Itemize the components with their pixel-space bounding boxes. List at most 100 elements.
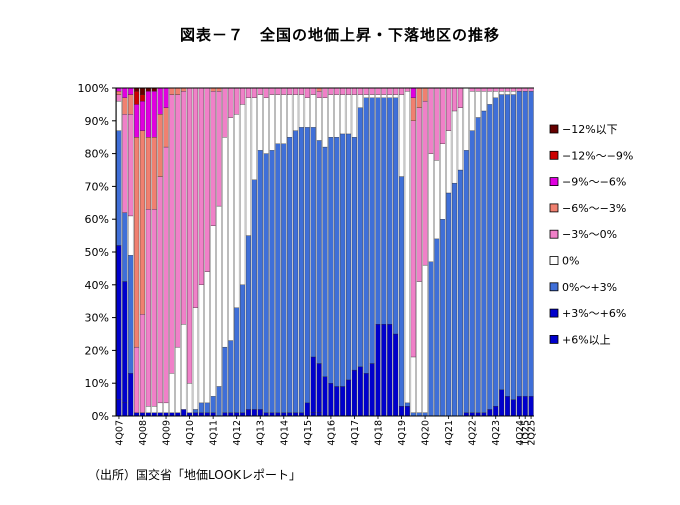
bar-segment-2Q12-s3 xyxy=(222,137,228,348)
bar-segment-3Q10-s1 xyxy=(181,409,187,417)
x-tick-label: 4Q15 xyxy=(303,420,314,446)
bar-segment-4Q18-s1 xyxy=(375,324,381,417)
y-tick-label: 10% xyxy=(85,377,109,390)
bar-segment-3Q08-s7 xyxy=(134,91,140,105)
bar-segment-2Q14-s3 xyxy=(269,94,275,151)
bar-segment-1Q10-s4 xyxy=(169,94,175,374)
bar-segment-1Q16-s4 xyxy=(310,87,316,95)
bar-segment-3Q20-s3 xyxy=(416,281,422,413)
bar-segment-2Q19-s4 xyxy=(387,87,393,95)
bar-segment-2Q16-s1 xyxy=(316,363,322,413)
bar-segment-1Q24-s3 xyxy=(499,91,505,95)
bar-segment-3Q20-s4 xyxy=(416,107,422,282)
bar-segment-2Q25-s1 xyxy=(528,396,534,417)
bar-segment-4Q21-s2 xyxy=(446,192,452,417)
bar-segment-4Q12-s4 xyxy=(234,87,240,115)
bar-segment-1Q25-s2 xyxy=(522,91,528,397)
bar-segment-4Q23-s3 xyxy=(493,91,499,98)
x-tick-label: 4Q19 xyxy=(397,420,408,446)
x-tick-label: 4Q08 xyxy=(138,420,149,446)
bar-segment-1Q14-s2 xyxy=(263,153,269,413)
bar-segment-2Q10-s3 xyxy=(175,346,181,413)
bar-segment-4Q20-s5 xyxy=(422,87,428,102)
bar-segment-4Q07-s1 xyxy=(116,245,122,400)
bar-segment-2Q19-s2 xyxy=(387,97,393,325)
bar-segment-3Q15-s4 xyxy=(298,87,305,95)
y-tick-label: 70% xyxy=(85,180,109,193)
y-tick-label: 50% xyxy=(85,246,109,259)
bar-segment-3Q22-s2 xyxy=(463,150,469,413)
bar-segment-3Q09-s3 xyxy=(157,402,163,413)
bar-segment-3Q18-s2 xyxy=(369,97,375,364)
bar-segment-3Q14-s4 xyxy=(275,87,281,95)
legend-swatch xyxy=(549,229,559,239)
bar-segment-1Q25-s1 xyxy=(522,396,528,417)
bar-segment-1Q19-s2 xyxy=(381,97,387,325)
bar-segment-3Q13-s3 xyxy=(251,97,257,180)
bar-segment-4Q16-s3 xyxy=(328,94,334,138)
bar-segment-4Q19-s2 xyxy=(398,176,405,407)
bar-segment-1Q23-s2 xyxy=(475,117,481,413)
bar-segment-4Q16-s2 xyxy=(328,137,334,384)
x-tick-label: 4Q18 xyxy=(373,420,384,446)
bar-segment-2Q24-s3 xyxy=(504,91,511,95)
bar-segment-4Q14-s2 xyxy=(281,143,287,413)
bar-segment-2Q18-s1 xyxy=(363,373,369,417)
bar-segment-2Q17-s1 xyxy=(340,386,346,417)
bar-segment-4Q09-s6 xyxy=(163,87,169,108)
x-tick-label: 2Q25 xyxy=(527,420,538,446)
bar-segment-1Q21-s3 xyxy=(428,153,434,262)
bar-segment-1Q18-s4 xyxy=(357,87,363,95)
bar-segment-3Q10-s3 xyxy=(181,324,187,410)
bar-segment-1Q16-s2 xyxy=(310,127,316,358)
bar-segment-2Q21-s2 xyxy=(434,238,440,417)
legend-label: −9%～−6% xyxy=(562,176,626,189)
bar-segment-2Q24-s2 xyxy=(504,94,511,397)
bar-segment-4Q10-s3 xyxy=(187,383,193,413)
bar-segment-3Q11-s4 xyxy=(204,87,210,272)
y-tick-label: 30% xyxy=(85,312,109,325)
bar-segment-4Q10-s4 xyxy=(187,87,193,384)
bar-segment-4Q19-s3 xyxy=(398,94,405,177)
bar-segment-2Q10-s5 xyxy=(175,87,181,95)
bar-segment-2Q16-s2 xyxy=(316,140,322,364)
bar-segment-1Q18-s2 xyxy=(357,107,363,367)
legend-swatch xyxy=(549,334,559,344)
bar-segment-2Q15-s4 xyxy=(292,87,299,95)
bar-segment-1Q22-s2 xyxy=(451,182,458,417)
x-tick-label: 1Q25 xyxy=(521,420,532,446)
bar-segment-4Q11-s3 xyxy=(210,225,216,397)
bar-segment-3Q18-s3 xyxy=(369,94,375,98)
bar-segment-1Q15-s2 xyxy=(287,137,293,413)
bar-segment-4Q07-s3 xyxy=(116,100,122,131)
bar-segment-3Q12-s2 xyxy=(228,340,234,413)
bar-segment-2Q15-s2 xyxy=(292,130,299,413)
bar-segment-2Q09-s5 xyxy=(151,137,157,210)
bar-segment-4Q12-s3 xyxy=(234,114,240,308)
bar-segment-2Q16-s4 xyxy=(316,91,322,98)
bar-segment-1Q20-s0 xyxy=(404,406,410,417)
bar-segment-4Q08-s4 xyxy=(139,314,146,413)
bar-segment-4Q17-s4 xyxy=(351,87,357,95)
bar-segment-3Q21-s4 xyxy=(440,87,446,144)
bar-segment-4Q22-s2 xyxy=(469,130,475,413)
bars-layer xyxy=(116,87,534,417)
legend-label: +3%～+6% xyxy=(562,307,626,320)
y-tick-label: 90% xyxy=(85,115,109,128)
legend: −12%以下 −12%～−9% −9%～−6% −6%～−3% −3%～0% 0% 0%～+… xyxy=(549,123,633,346)
bar-segment-3Q16-s1 xyxy=(322,376,328,417)
x-tick-label: 4Q20 xyxy=(421,420,432,446)
x-tick-label: 4Q24 xyxy=(515,420,526,446)
x-tick-label: 4Q07 xyxy=(114,420,125,446)
bar-segment-4Q09-s5 xyxy=(163,107,169,148)
legend-swatch xyxy=(549,203,559,213)
bar-segment-2Q20-s5 xyxy=(410,97,416,121)
bar-segment-1Q09-s4 xyxy=(145,209,151,407)
bar-segment-2Q09-s4 xyxy=(151,209,157,407)
bar-segment-3Q13-s1 xyxy=(251,409,257,417)
bar-segment-3Q16-s4 xyxy=(322,87,328,98)
bar-segment-1Q21-s2 xyxy=(428,261,434,417)
bar-segment-4Q15-s4 xyxy=(304,87,310,98)
bar-segment-1Q08-s2 xyxy=(122,212,128,282)
